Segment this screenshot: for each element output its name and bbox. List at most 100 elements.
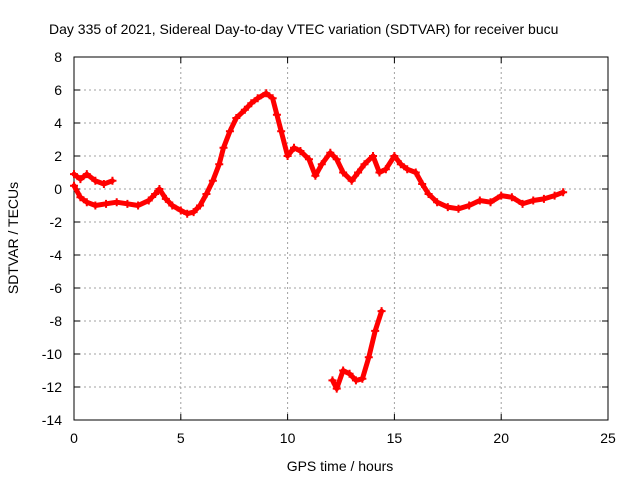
series [70, 170, 117, 189]
data-point [418, 180, 427, 189]
data-point [339, 366, 348, 375]
data-point [454, 204, 463, 213]
data-point [351, 376, 360, 385]
data-point [112, 198, 121, 207]
y-tick-label: -12 [42, 379, 62, 395]
y-tick-label: -8 [50, 313, 63, 329]
data-point [91, 176, 100, 185]
data-point [411, 168, 420, 177]
data-point [215, 160, 224, 169]
x-axis-label: GPS time / hours [287, 458, 394, 474]
y-tick-label: 2 [54, 148, 62, 164]
data-point [345, 369, 354, 378]
data-point [347, 176, 356, 185]
data-point [529, 196, 538, 205]
data-point [283, 152, 292, 160]
data-point [475, 196, 484, 205]
data-point [390, 152, 399, 160]
data-point [76, 193, 85, 202]
data-point [102, 199, 111, 208]
data-point [247, 99, 256, 108]
data-point [377, 307, 386, 316]
data-point [507, 193, 516, 202]
y-tick-label: 6 [54, 82, 62, 98]
y-tick-label: 4 [54, 115, 62, 131]
data-point [550, 191, 559, 200]
data-point [70, 181, 78, 190]
data-point [219, 143, 228, 152]
data-point [497, 191, 506, 200]
data-point [277, 127, 286, 136]
data-point [326, 148, 335, 157]
data-point [262, 89, 271, 98]
data-point [151, 189, 160, 198]
data-point [268, 94, 277, 103]
data-point [396, 160, 405, 169]
data-point [272, 110, 281, 119]
data-point [176, 206, 185, 215]
axis-ticks: -14 -12 -10 -8 -6 -4 -2 0 2 4 6 8 0 5 10 15 20 25 [42, 49, 616, 446]
plot-frame [73, 56, 609, 421]
data-point [134, 201, 143, 210]
x-tick-label: 15 [387, 430, 403, 446]
x-tick-label: 10 [280, 430, 296, 446]
y-tick-label: -10 [42, 346, 62, 362]
data-point [304, 155, 313, 164]
data-point [465, 201, 474, 210]
data-point [208, 176, 217, 185]
data-point [443, 203, 452, 212]
x-tick-label: 20 [493, 430, 509, 446]
chart-title: Day 335 of 2021, Sidereal Day-to-day VTE… [49, 21, 558, 37]
data-point [253, 94, 262, 103]
data-point [82, 170, 91, 179]
data-point [290, 143, 299, 152]
series-line [330, 308, 385, 392]
data-point [76, 175, 85, 184]
data-point [328, 376, 337, 385]
series-line [71, 90, 566, 217]
data-point [123, 199, 132, 208]
data-point [161, 194, 170, 203]
y-tick-label: -4 [50, 247, 63, 263]
data-point [70, 170, 78, 179]
data-point [381, 165, 390, 174]
data-point [91, 201, 100, 210]
data-point [311, 171, 320, 180]
data-point [375, 168, 384, 177]
x-tick-label: 0 [70, 430, 78, 446]
series [70, 89, 568, 218]
data-point [196, 201, 205, 210]
data-point [296, 147, 305, 156]
data-point [433, 198, 442, 207]
data-series [70, 89, 568, 393]
series [328, 307, 386, 393]
x-tick-label: 5 [177, 430, 185, 446]
y-tick-label: -14 [42, 412, 62, 428]
data-point [155, 185, 164, 193]
data-point [539, 194, 548, 203]
data-point [332, 155, 341, 164]
x-tick-label: 25 [600, 430, 616, 446]
data-point [339, 168, 348, 177]
data-point [168, 201, 177, 210]
data-point [332, 384, 341, 393]
y-axis-label: SDTVAR / TECUs [5, 182, 21, 294]
data-point [486, 198, 495, 207]
data-point [108, 176, 117, 185]
data-point [183, 209, 192, 218]
data-point [202, 189, 211, 198]
data-point [360, 160, 369, 169]
data-point [369, 152, 378, 160]
data-point [364, 353, 373, 362]
y-tick-label: 8 [54, 49, 62, 65]
data-point [371, 326, 380, 335]
data-point [225, 127, 234, 136]
data-point [424, 189, 433, 198]
data-point [240, 105, 249, 114]
data-point [354, 168, 363, 177]
data-point [317, 160, 326, 169]
data-point [518, 199, 527, 208]
y-tick-label: -2 [50, 214, 63, 230]
y-tick-label: -6 [50, 280, 63, 296]
